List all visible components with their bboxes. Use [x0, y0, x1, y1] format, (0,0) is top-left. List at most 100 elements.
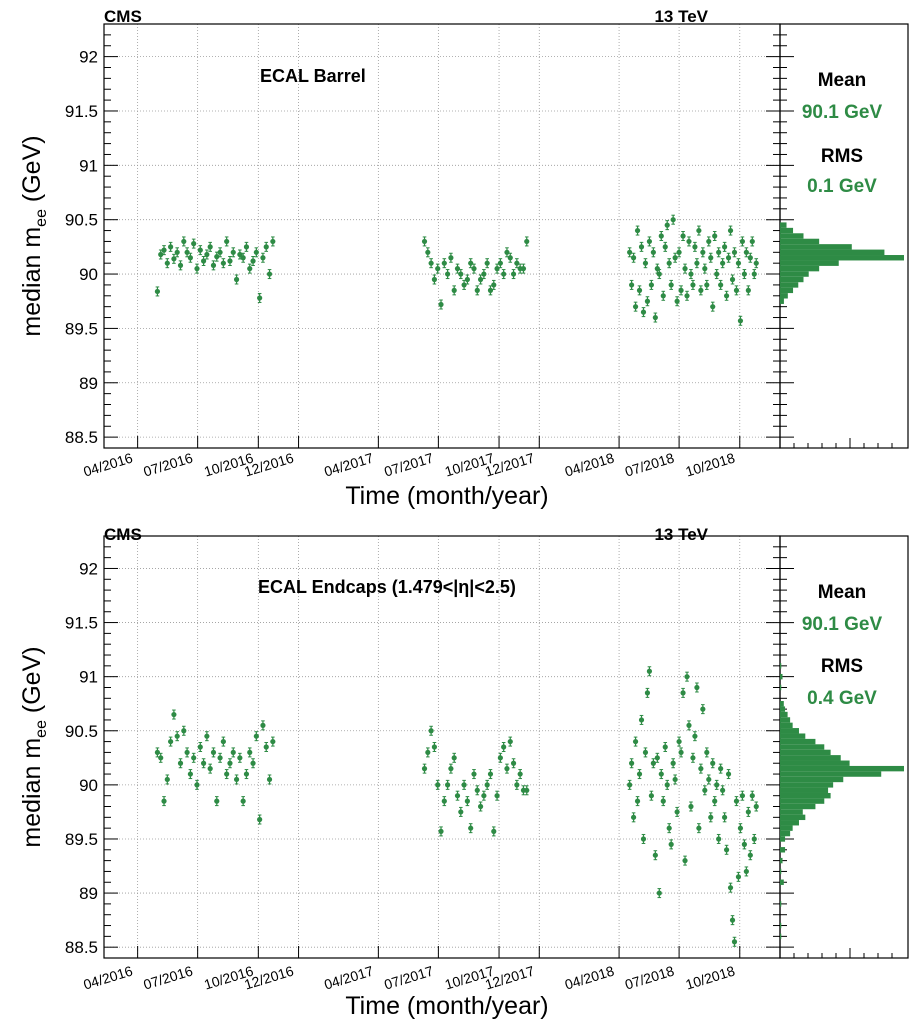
x-tick-label: 04/2018 — [563, 963, 616, 993]
histogram-bar — [780, 847, 786, 853]
data-point — [686, 238, 692, 245]
data-point — [428, 728, 434, 734]
data-point — [494, 266, 500, 272]
histogram-bar — [780, 244, 852, 250]
data-point — [210, 262, 217, 268]
data-point — [184, 249, 190, 255]
data-point — [640, 309, 647, 315]
data-point — [191, 755, 197, 761]
histogram-bar — [780, 755, 841, 761]
data-point — [710, 304, 716, 310]
data-point — [688, 803, 694, 810]
data-point — [666, 825, 672, 831]
data-point — [753, 260, 759, 266]
data-point — [181, 728, 187, 734]
data-point — [458, 809, 464, 815]
data-point — [441, 798, 447, 804]
data-point — [237, 755, 243, 761]
data-point — [438, 301, 444, 308]
data-point — [708, 814, 714, 820]
data-point — [214, 254, 220, 260]
data-point — [448, 255, 454, 261]
y-tick-label: 91 — [79, 156, 98, 175]
data-point — [243, 244, 250, 250]
data-point — [664, 782, 670, 788]
histogram-bar — [780, 293, 788, 299]
data-point — [520, 266, 527, 272]
data-point — [187, 771, 193, 777]
y-tick-label: 91.5 — [65, 614, 98, 633]
data-point — [714, 271, 720, 277]
x-tick-label: 07/2016 — [141, 450, 194, 480]
data-point — [501, 744, 507, 750]
data-point — [690, 755, 696, 761]
data-point — [696, 825, 702, 831]
histogram-bar — [780, 227, 794, 234]
data-point — [204, 251, 210, 258]
data-point — [253, 249, 259, 255]
data-point — [207, 244, 213, 250]
data-point — [200, 258, 207, 264]
data-point — [692, 244, 698, 250]
data-point — [177, 262, 184, 268]
data-point — [694, 260, 700, 266]
data-point — [474, 287, 480, 293]
data-point — [712, 233, 718, 239]
data-point — [471, 771, 477, 777]
data-point — [435, 266, 441, 272]
data-point — [194, 266, 200, 272]
data-point — [629, 282, 635, 288]
histogram-bar — [780, 922, 782, 929]
x-tick-label: 04/2016 — [81, 450, 134, 480]
data-point — [237, 251, 243, 258]
data-point — [164, 776, 170, 783]
x-tick-label: 04/2017 — [322, 450, 375, 480]
y-tick-label: 88.5 — [65, 938, 98, 957]
data-point — [177, 760, 184, 766]
data-point — [751, 271, 757, 277]
data-point — [716, 836, 722, 842]
data-point — [668, 282, 674, 288]
data-point — [712, 798, 718, 804]
x-tick-label: 10/2018 — [684, 450, 737, 480]
histogram-bar — [780, 249, 885, 256]
data-point — [708, 255, 714, 261]
x-tick-label: 07/2018 — [623, 450, 676, 480]
data-point — [497, 755, 503, 761]
data-point — [451, 755, 457, 761]
data-point — [751, 836, 757, 842]
data-point — [696, 227, 702, 234]
y-tick-label: 89 — [79, 884, 98, 903]
stats-mean-value: 90.1 GeV — [802, 614, 883, 635]
data-point — [230, 749, 236, 756]
plot-frame — [103, 23, 781, 449]
data-point — [504, 766, 510, 772]
data-point — [684, 293, 690, 299]
data-point — [739, 793, 746, 799]
data-point — [461, 282, 467, 288]
data-point — [638, 244, 645, 250]
data-point — [161, 247, 167, 253]
y-axis-title: median mee (GeV) — [18, 646, 50, 847]
data-point — [700, 249, 706, 255]
data-point — [524, 238, 530, 245]
data-point — [253, 733, 259, 739]
data-point — [725, 255, 732, 261]
data-point — [678, 749, 684, 756]
y-tick-label: 90 — [79, 776, 98, 795]
data-point — [741, 271, 747, 277]
data-point — [484, 782, 490, 788]
histogram-bar — [780, 760, 850, 766]
data-point — [704, 282, 710, 288]
data-point — [634, 227, 641, 234]
data-point — [658, 233, 664, 239]
data-point — [174, 249, 180, 255]
data-point — [454, 793, 461, 799]
data-point — [194, 782, 200, 788]
data-point — [441, 260, 447, 266]
histogram-bar — [780, 879, 784, 885]
data-point — [260, 722, 266, 728]
data-point — [688, 271, 694, 277]
data-point — [501, 271, 507, 277]
x-axis-title: Time (month/year) — [345, 482, 548, 510]
